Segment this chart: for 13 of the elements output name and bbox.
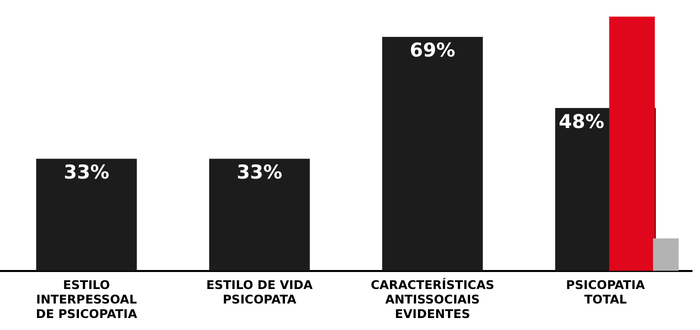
x-tick-label: ESTILO INTERPESSOAL DE PSICOPATIA bbox=[36, 278, 138, 321]
bar bbox=[609, 16, 655, 271]
bar bbox=[36, 158, 137, 271]
x-tick-label: ESTILO DE VIDA PSICOPATA bbox=[206, 278, 314, 307]
bar bbox=[653, 238, 679, 271]
data-label: 48% bbox=[558, 110, 604, 133]
bar bbox=[382, 36, 483, 271]
x-tick-label: PSICOPATIA TOTAL bbox=[566, 278, 646, 307]
bar bbox=[209, 158, 310, 271]
x-tick-label: CARACTERÍSTICAS ANTISSOCIAIS EVIDENTES bbox=[370, 277, 494, 321]
data-label: 33% bbox=[64, 162, 110, 184]
data-label: 69% bbox=[410, 40, 456, 62]
data-label: 33% bbox=[236, 162, 282, 184]
